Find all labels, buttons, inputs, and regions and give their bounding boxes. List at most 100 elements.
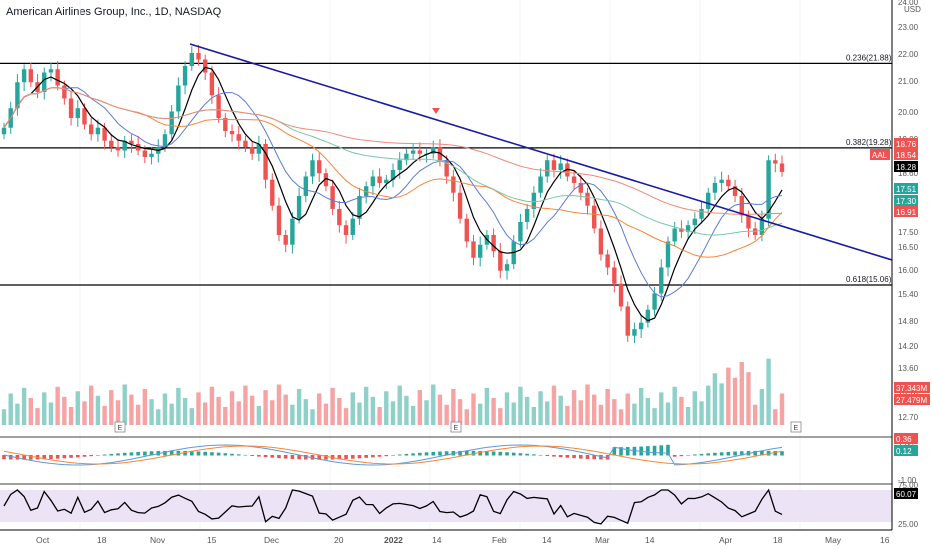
candle-body xyxy=(732,186,738,196)
volume-bar xyxy=(122,384,127,425)
volume-bar xyxy=(337,398,342,425)
candle-body xyxy=(498,251,503,271)
macd-hist-bar xyxy=(236,454,241,456)
price-tick: 17.50 xyxy=(898,228,919,237)
volume-bar xyxy=(162,393,168,425)
volume-bar xyxy=(256,405,262,425)
candle-body xyxy=(739,195,744,216)
candle-body xyxy=(42,72,47,92)
volume-bar xyxy=(129,394,134,425)
volume-bar xyxy=(578,400,583,425)
candle-body xyxy=(652,293,657,310)
time-tick: 18 xyxy=(97,535,107,545)
volume-bar xyxy=(243,385,248,425)
volume-bar xyxy=(75,391,80,425)
macd-hist-bar xyxy=(189,451,194,456)
volume-bar xyxy=(498,408,503,425)
volume-bar xyxy=(632,403,637,425)
volume-bar xyxy=(1,409,7,425)
volume-bar xyxy=(55,386,60,425)
earnings-marker: E xyxy=(454,425,459,432)
macd-hist-bar xyxy=(666,444,670,456)
volume-bar xyxy=(477,403,483,425)
volume-bar xyxy=(652,408,657,425)
fib-levels: 0.236(21.88) 0.382(19.28) 0.618(15.06) xyxy=(0,53,892,286)
macd-hist-bar xyxy=(290,455,295,459)
macd-hist-bar xyxy=(337,455,342,460)
volume-bar xyxy=(464,409,469,425)
time-tick: 15 xyxy=(207,535,217,545)
macd-hist-bar xyxy=(532,454,536,456)
macd-hist-bar xyxy=(599,455,603,460)
macd-hist-bar xyxy=(659,445,664,456)
candle-body xyxy=(431,147,436,154)
macd-hist-bar xyxy=(652,445,657,456)
volume-bar xyxy=(149,399,154,425)
macd-hist-bar xyxy=(592,455,597,460)
volume-bar xyxy=(323,403,329,425)
candle-body xyxy=(1,127,7,135)
macd-hist-bar xyxy=(8,455,13,460)
candle-body xyxy=(518,221,523,242)
fib-label: 0.618(15.06) xyxy=(846,275,892,284)
macd-hist-bar xyxy=(498,451,503,456)
volume-bar xyxy=(605,389,610,425)
candle-body xyxy=(491,234,496,252)
volume-bar xyxy=(672,386,677,425)
time-tick: Oct xyxy=(36,535,50,545)
time-tick: Feb xyxy=(492,535,507,545)
volume-bar xyxy=(545,401,550,425)
volume-bar xyxy=(692,391,698,425)
candle-body xyxy=(276,205,282,235)
price-label: 18.28 xyxy=(896,163,917,172)
price-tick: 14.20 xyxy=(898,342,919,351)
macd-hist-bar xyxy=(364,455,368,458)
time-tick: 14 xyxy=(432,535,442,545)
macd-hist-bar xyxy=(404,453,409,456)
rsi-tick: 75.00 xyxy=(898,481,919,490)
macd-hist-bar xyxy=(625,447,630,456)
candle-body xyxy=(95,127,101,135)
price-label: 17.30 xyxy=(896,197,917,206)
candle-body xyxy=(303,176,309,196)
macd-hist-bar xyxy=(525,453,529,456)
macd-hist-bar xyxy=(485,451,489,456)
volume-bar xyxy=(350,392,355,425)
rsi-tick: 25.00 xyxy=(898,520,919,529)
volume-bar xyxy=(236,401,241,425)
macd-hist-bar xyxy=(632,446,637,456)
volume-bar xyxy=(135,404,141,425)
volume-bar xyxy=(732,377,738,425)
candle-body xyxy=(397,160,402,170)
price-label: 60.07 xyxy=(896,490,917,499)
candle-body xyxy=(638,322,644,330)
volume-bar xyxy=(451,389,456,425)
candle-body xyxy=(263,143,268,180)
volume-bar xyxy=(592,394,597,425)
candle-body xyxy=(558,163,563,170)
volume-bar xyxy=(48,402,54,425)
volume-bar xyxy=(665,402,671,425)
volume-bar xyxy=(370,396,376,425)
candle-body xyxy=(618,283,624,307)
volume-bar xyxy=(223,407,228,425)
candle-body xyxy=(310,160,315,177)
macd-hist-bar xyxy=(75,455,80,458)
macd-hist-bar xyxy=(223,453,228,456)
volume-bar xyxy=(417,390,423,425)
candle-body xyxy=(645,309,651,323)
price-label: 27.479M xyxy=(896,396,927,405)
volume-bar xyxy=(35,408,40,425)
macd-hist-bar xyxy=(505,452,509,456)
volume-bar xyxy=(659,392,664,425)
candle-body xyxy=(216,95,221,118)
time-tick: Nov xyxy=(150,535,166,545)
volume-bar xyxy=(189,408,194,425)
volume-bar xyxy=(303,399,309,425)
macd-hist-bar xyxy=(766,450,771,456)
candle-body xyxy=(706,192,711,209)
volume-bar xyxy=(229,391,235,425)
volume-bar xyxy=(330,387,335,425)
macd-hist-bar xyxy=(619,447,623,456)
volume-bar xyxy=(645,398,651,425)
